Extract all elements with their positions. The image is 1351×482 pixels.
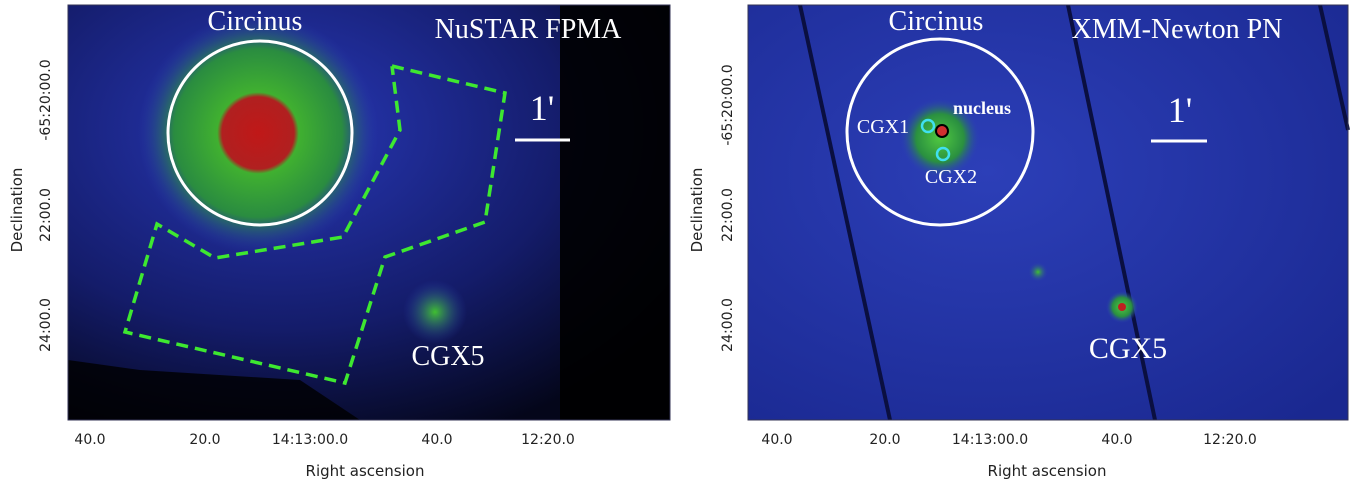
target-label: Circinus: [889, 6, 984, 37]
target-label: Circinus: [208, 6, 303, 37]
chip-gap: [1066, 4, 1157, 421]
y-axis-label: Declination: [8, 168, 26, 253]
x-tick-label: 12:20.0: [1203, 432, 1257, 448]
x-tick-label: 20.0: [189, 432, 220, 448]
chip-gap: [798, 4, 892, 421]
source-glow: [138, 13, 378, 253]
source-label: CGX2: [925, 166, 977, 188]
scale-label: 1': [1168, 90, 1193, 130]
x-tick-label: 14:13:00.0: [272, 432, 348, 448]
panel-xmm: Circinus XMM-Newton PN 1' nucleus CGX1 C…: [688, 4, 1350, 480]
y-tick-label: 22:00.0: [38, 188, 54, 242]
source-region: [166, 39, 354, 227]
source-label: CGX5: [1089, 332, 1167, 365]
source-glow: [1028, 262, 1048, 282]
source-glow: [900, 98, 980, 178]
y-tick-label: 24:00.0: [720, 298, 736, 352]
scale-label: 1': [530, 88, 555, 128]
y-tick-label: -65:20:00.0: [38, 59, 54, 140]
nucleus-marker: [935, 124, 949, 138]
panel-nustar: Circinus NuSTAR FPMA 1' CGX5 40.0 20.0 1…: [8, 4, 671, 480]
x-tick-label: 40.0: [761, 432, 792, 448]
y-tick-label: -65:20:00.0: [720, 64, 736, 145]
x-axis-label: Right ascension: [306, 462, 425, 480]
x-tick-label: 40.0: [74, 432, 105, 448]
source-marker: [935, 146, 951, 162]
frame: [67, 4, 671, 421]
x-tick-label: 20.0: [869, 432, 900, 448]
image: [748, 5, 1348, 420]
x-axis-label: Right ascension: [988, 462, 1107, 480]
source-glow: [403, 280, 467, 344]
source-label: CGX5: [411, 341, 484, 372]
background-region: [122, 64, 507, 386]
image-edge: [68, 360, 360, 420]
source-label: nucleus: [953, 98, 1011, 118]
instrument-label: NuSTAR FPMA: [435, 14, 623, 45]
y-tick-label: 22:00.0: [720, 188, 736, 242]
source-region: [845, 37, 1035, 227]
x-tick-label: 40.0: [421, 432, 452, 448]
y-tick-label: 24:00.0: [38, 298, 54, 352]
source-label: CGX1: [857, 116, 909, 138]
x-tick-label: 14:13:00.0: [952, 432, 1028, 448]
x-tick-label: 40.0: [1101, 432, 1132, 448]
image-edge: [560, 5, 670, 420]
frame: [747, 4, 1349, 421]
source-marker: [920, 118, 936, 134]
y-axis-label: Declination: [688, 168, 706, 253]
source-core: [1118, 303, 1126, 311]
instrument-label: XMM-Newton PN: [1072, 14, 1283, 45]
x-tick-label: 12:20.0: [521, 432, 575, 448]
chip-gap: [1318, 4, 1350, 131]
